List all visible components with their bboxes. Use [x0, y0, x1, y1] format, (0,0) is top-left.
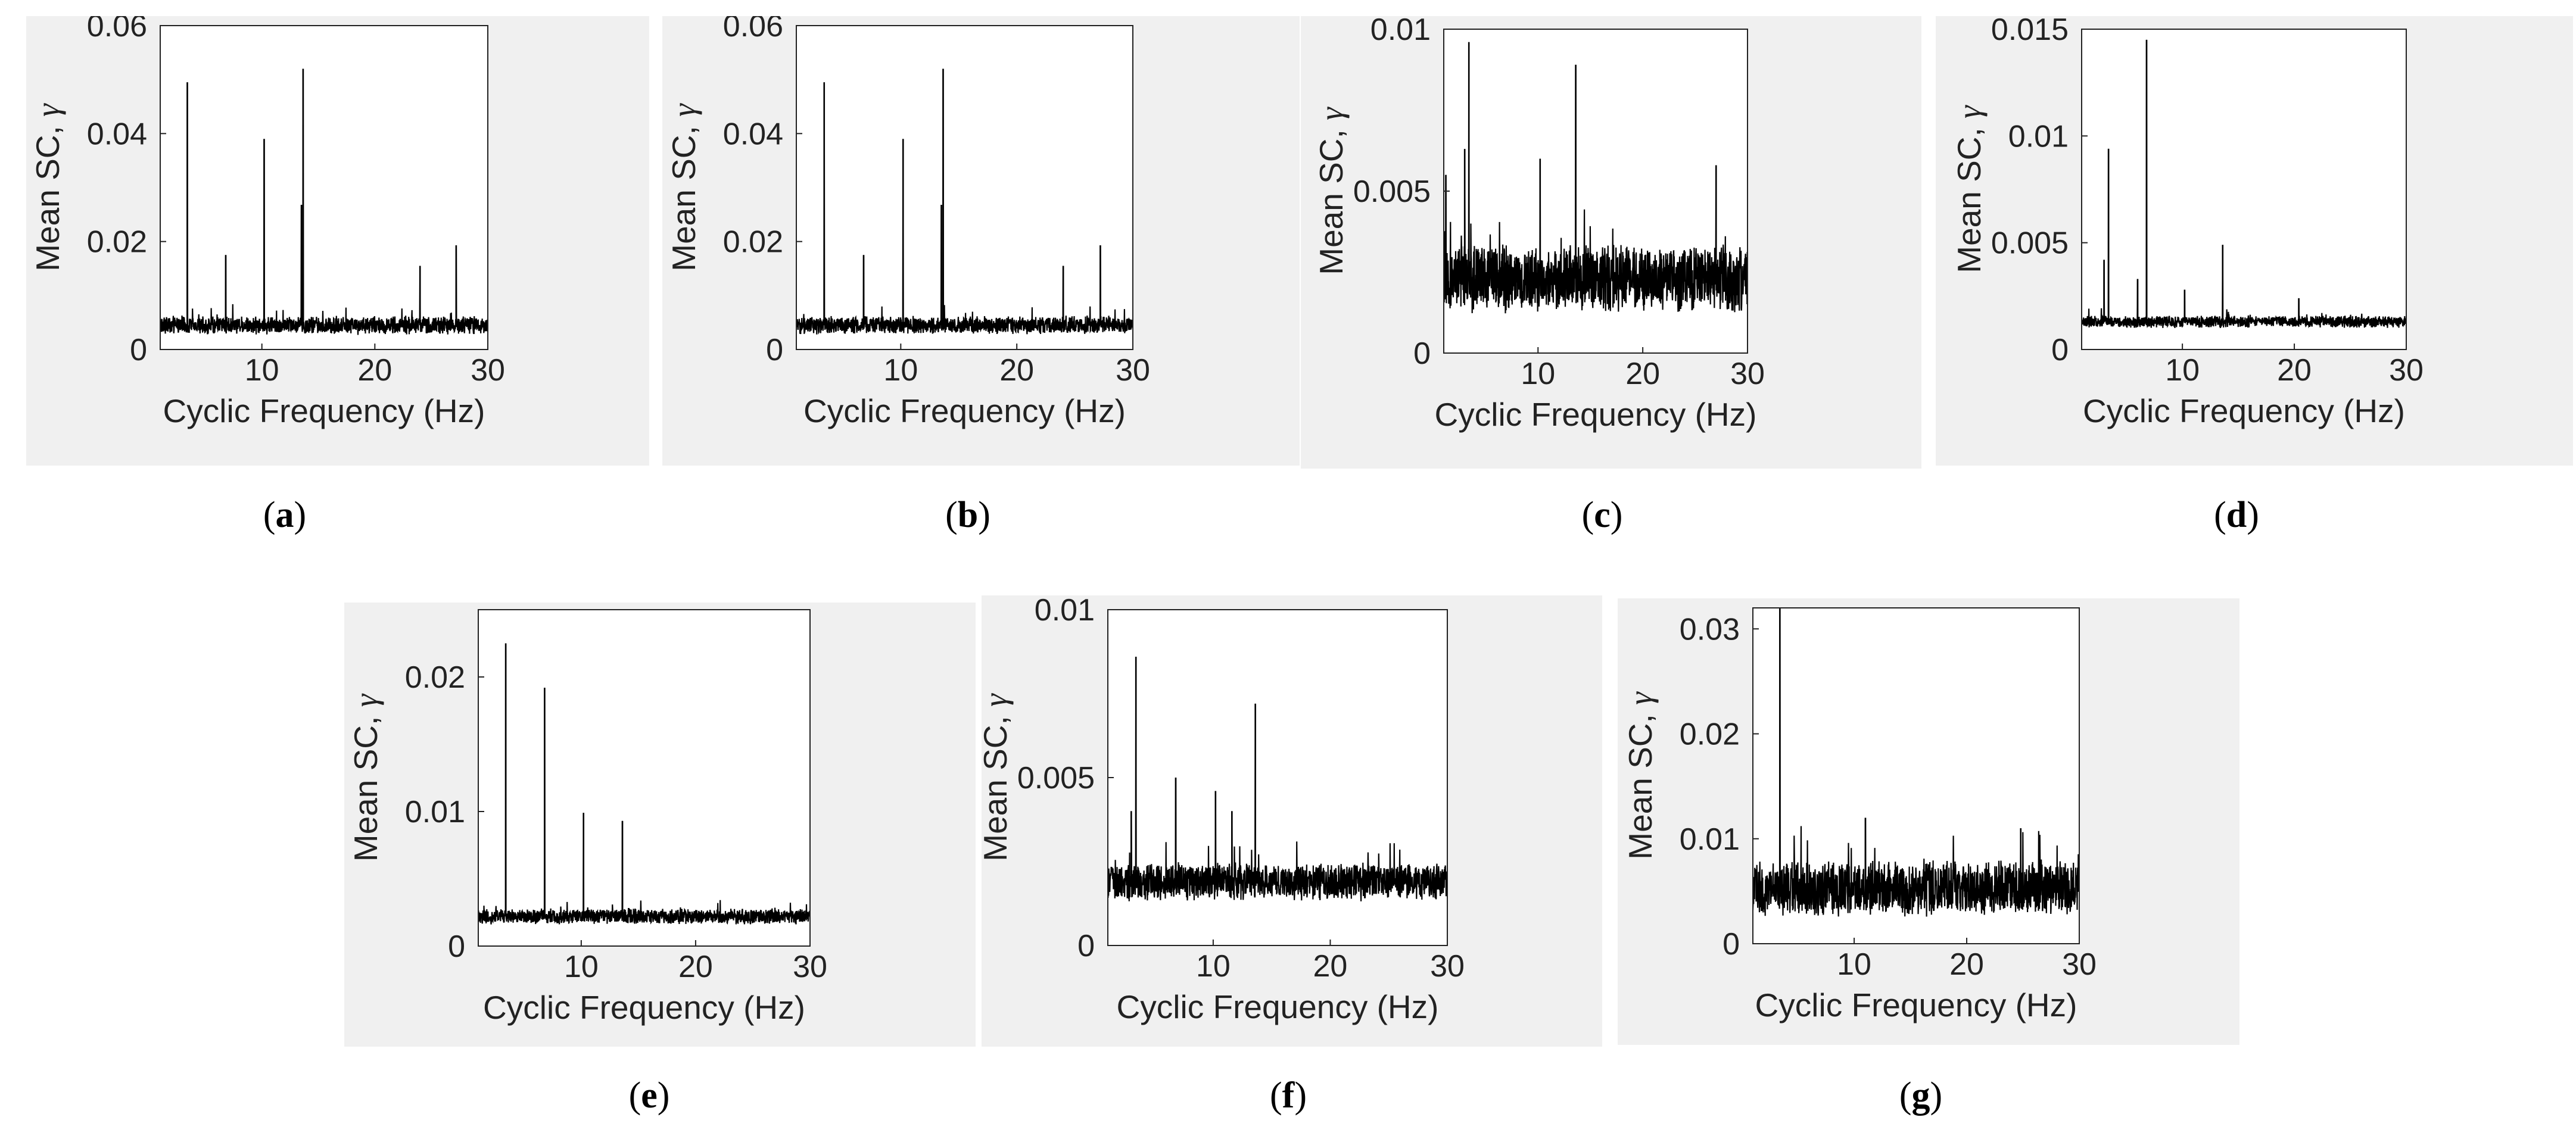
- caption-a: (a): [263, 495, 307, 535]
- caption-c: (c): [1581, 495, 1623, 535]
- chart-d-svg: 10 20 30 0 0.005 0.01 0.015 Cyclic Frequency (H…: [1951, 16, 2424, 429]
- series-line-c: [1444, 42, 1748, 314]
- y-tick-label-e-2: 0.02: [405, 660, 465, 695]
- y-tick-label-c-2: 0.01: [1370, 16, 1431, 47]
- x-tick-label-b-2: 30: [1116, 353, 1150, 388]
- series-line-g: [1753, 608, 2079, 917]
- y-tick-label-g-3: 0.03: [1680, 612, 1740, 647]
- y-tick-label-b-3: 0.06: [723, 16, 783, 43]
- x-axis-label-a: Cyclic Frequency (Hz): [163, 392, 485, 429]
- y-tick-label-a-2: 0.04: [87, 117, 147, 151]
- y-tick-label-d-0: 0: [2051, 333, 2069, 367]
- x-tick-label-f-1: 20: [1313, 949, 1348, 984]
- caption-b: (b): [945, 495, 990, 535]
- x-tick-label-c-1: 20: [1625, 357, 1660, 391]
- axes-box-g: [1752, 607, 2080, 944]
- chart-g-svg: 10 20 30 0 0.01 0.02 0.03 Cyclic Frequency (Hz)…: [1622, 607, 2097, 1023]
- x-tick-label-a-1: 20: [357, 353, 392, 388]
- y-tick-label-d-3: 0.015: [1991, 16, 2069, 47]
- y-tick-label-f-1: 0.005: [1017, 761, 1095, 795]
- x-tick-label-c-2: 30: [1730, 357, 1765, 391]
- subplot-c: 10 20 30 0 0.005 0.01 Cyclic Frequency (Hz) Mea…: [1301, 16, 1921, 469]
- y-tick-label-a-3: 0.06: [87, 16, 147, 43]
- y-axis-label-e: Mean SC, γ: [347, 693, 384, 862]
- caption-g: (g): [1899, 1075, 1943, 1116]
- x-tick-label-a-0: 10: [245, 353, 279, 388]
- x-axis-label-e: Cyclic Frequency (Hz): [483, 989, 805, 1026]
- subplot-f: 10 20 30 0 0.005 0.01 Cyclic Frequency (Hz) Mea…: [982, 595, 1602, 1047]
- x-axis-label-g: Cyclic Frequency (Hz): [1755, 987, 2077, 1023]
- y-tick-label-b-2: 0.04: [723, 117, 783, 151]
- y-tick-label-f-0: 0: [1077, 929, 1095, 963]
- subplot-a: 10 20 30 0 0.02 0.04 0.06 Cyclic Frequency (Hz)…: [26, 16, 649, 466]
- caption-e: (e): [628, 1075, 670, 1116]
- y-tick-label-g-2: 0.02: [1680, 717, 1740, 752]
- y-tick-label-f-2: 0.01: [1035, 595, 1095, 628]
- x-tick-label-c-0: 10: [1521, 357, 1555, 391]
- caption-f: (f): [1270, 1075, 1307, 1116]
- y-axis-label-g: Mean SC, γ: [1622, 691, 1659, 860]
- y-axis-label-c: Mean SC, γ: [1313, 107, 1350, 275]
- series-line-e: [478, 643, 810, 925]
- y-tick-label-c-1: 0.005: [1353, 174, 1431, 209]
- y-axis-label-b: Mean SC, γ: [665, 103, 702, 271]
- plot-area-d: [2082, 29, 2406, 349]
- x-tick-label-g-0: 10: [1837, 947, 1871, 982]
- axes-box-a: [160, 25, 488, 350]
- subplot-b: 10 20 30 0 0.02 0.04 0.06 Cyclic Frequency (Hz)…: [662, 16, 1300, 466]
- chart-f-svg: 10 20 30 0 0.005 0.01 Cyclic Frequency (Hz) Mea…: [982, 595, 1465, 1025]
- x-axis-label-f: Cyclic Frequency (Hz): [1117, 988, 1439, 1025]
- y-tick-label-b-0: 0: [766, 333, 783, 367]
- x-axis-label-d: Cyclic Frequency (Hz): [2083, 392, 2405, 429]
- x-tick-label-g-1: 20: [1949, 947, 1984, 982]
- y-tick-label-g-1: 0.01: [1680, 822, 1740, 857]
- chart-e-svg: 10 20 30 0 0.01 0.02 Cyclic Frequency (Hz) Mean…: [347, 609, 827, 1026]
- y-axis-label-a: Mean SC, γ: [29, 103, 66, 271]
- y-axis-label-f: Mean SC, γ: [982, 693, 1014, 862]
- y-tick-label-c-0: 0: [1413, 336, 1431, 371]
- x-tick-label-e-1: 20: [678, 950, 713, 984]
- x-tick-label-d-0: 10: [2165, 353, 2200, 388]
- subplot-e: 10 20 30 0 0.01 0.02 Cyclic Frequency (Hz) Mean…: [344, 603, 976, 1047]
- x-tick-label-e-2: 30: [793, 950, 827, 984]
- axes-box-e: [478, 609, 811, 947]
- plot-area-a: [160, 26, 488, 349]
- y-tick-label-a-1: 0.02: [87, 225, 147, 260]
- series-line-f: [1108, 656, 1447, 901]
- series-line-a: [160, 68, 488, 335]
- caption-d: (d): [2214, 495, 2259, 535]
- y-tick-label-d-1: 0.005: [1991, 226, 2069, 261]
- plot-area-c: [1444, 29, 1748, 353]
- axes-box-d: [2081, 29, 2407, 350]
- x-tick-label-e-0: 10: [564, 950, 599, 984]
- y-tick-label-e-1: 0.01: [405, 795, 465, 829]
- y-axis-label-d: Mean SC, γ: [1951, 105, 1988, 273]
- plot-area-b: [796, 26, 1133, 349]
- x-axis-label-c: Cyclic Frequency (Hz): [1435, 396, 1757, 433]
- y-tick-label-g-0: 0: [1722, 927, 1740, 962]
- series-line-b: [796, 68, 1133, 335]
- series-line-d: [2082, 39, 2406, 329]
- y-tick-label-b-1: 0.02: [723, 225, 783, 260]
- chart-b-svg: 10 20 30 0 0.02 0.04 0.06 Cyclic Frequency (Hz)…: [665, 16, 1150, 429]
- x-tick-label-g-2: 30: [2062, 947, 2097, 982]
- x-tick-label-b-1: 20: [999, 353, 1034, 388]
- y-tick-label-a-0: 0: [130, 333, 147, 367]
- axes-box-b: [796, 25, 1133, 350]
- x-axis-label-b: Cyclic Frequency (Hz): [803, 392, 1126, 429]
- subplot-g: 10 20 30 0 0.01 0.02 0.03 Cyclic Frequency (Hz)…: [1618, 598, 2239, 1045]
- x-tick-label-f-0: 10: [1196, 949, 1231, 984]
- x-tick-label-b-0: 10: [883, 353, 918, 388]
- x-tick-label-d-1: 20: [2277, 353, 2312, 388]
- y-tick-label-e-0: 0: [448, 929, 465, 964]
- x-tick-label-a-2: 30: [471, 353, 505, 388]
- chart-c-svg: 10 20 30 0 0.005 0.01 Cyclic Frequency (Hz) Mea…: [1313, 16, 1765, 433]
- x-tick-label-d-2: 30: [2389, 353, 2424, 388]
- x-tick-label-f-2: 30: [1430, 949, 1465, 984]
- plot-area-e: [478, 610, 810, 946]
- subplot-d: 10 20 30 0 0.005 0.01 0.015 Cyclic Frequency (H…: [1936, 16, 2573, 466]
- y-tick-label-d-2: 0.01: [2008, 119, 2069, 154]
- chart-a-svg: 10 20 30 0 0.02 0.04 0.06 Cyclic Frequency (Hz)…: [29, 16, 505, 429]
